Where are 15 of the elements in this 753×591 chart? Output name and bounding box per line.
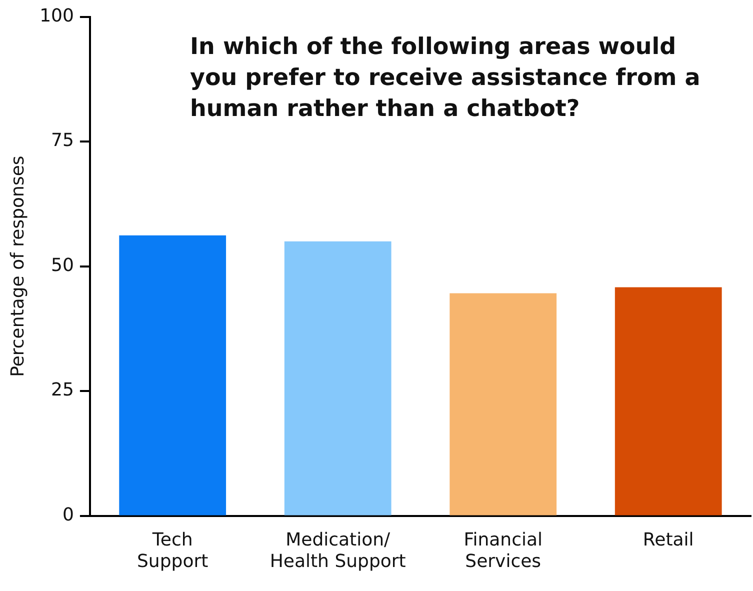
bar: [284, 241, 392, 516]
y-tick-label: 100: [40, 5, 74, 26]
x-tick-label: Retail: [642, 529, 694, 550]
y-tick-label: 75: [51, 130, 74, 152]
text: In which of the following areas would you prefer to receive assistance from a human rather than a chatbot?: [190, 33, 702, 124]
bar: [450, 293, 557, 516]
bar: [119, 235, 226, 516]
y-tick-label: 25: [51, 380, 74, 401]
bar: [614, 287, 722, 516]
x-tick-label: Medication/ Health Support: [270, 529, 406, 572]
y-tick-label: 50: [51, 254, 74, 276]
y-tick-label: 0: [62, 504, 74, 526]
y-axis-title: Percentage of responses: [7, 156, 28, 377]
x-tick-label: Tech Support: [137, 529, 208, 572]
x-tick-label: Financial Services: [464, 529, 543, 572]
